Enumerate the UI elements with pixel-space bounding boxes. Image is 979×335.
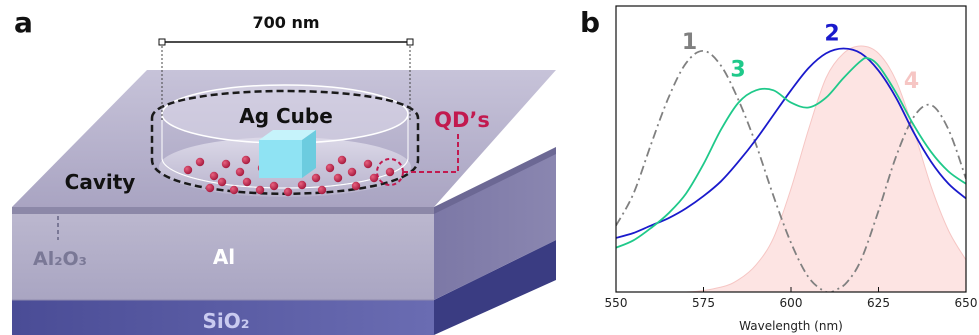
quantum-dot [369,173,379,183]
quantum-dot [195,157,205,167]
quantum-dot [311,173,321,183]
spectra-chart: 1 2 3 4 550 575 600 625 650 [605,5,978,310]
sio2-side [434,240,556,335]
al2o3-front [12,207,434,214]
quantum-dot [221,159,231,169]
quantum-dot [297,180,307,190]
quantum-dot [229,185,239,195]
scale-left-cap [158,38,166,46]
x-tick-label: 550 [605,296,628,310]
ag-cube-front [259,140,302,178]
scale-label: 700 nm [252,13,319,32]
quantum-dot [351,181,361,191]
quantum-dot [217,177,227,187]
qd-callout: QD’s [376,108,490,186]
panel-a: a SiO₂ Al Al₂O₃ [12,6,556,335]
ag-cube-side [302,130,316,178]
series-3-label: 3 [730,57,745,82]
quantum-dot [317,185,327,195]
al2o3-layer: Al₂O₃ [12,147,556,270]
series-4-area [616,45,966,292]
plot-area [616,45,966,292]
panel-b: b 1 2 3 4 550 575 600 625 650 Wavelength (nm) [580,5,978,333]
qds-label: QD’s [434,108,490,132]
x-tick-label: 600 [780,296,803,310]
quantum-dot [337,155,347,165]
series-2-label: 2 [824,21,839,46]
quantum-dot [269,181,279,191]
scale-bar: 700 nm [158,13,414,120]
series-3-line [616,56,966,249]
x-tick-label: 625 [867,296,890,310]
panel-a-letter: a [14,6,33,39]
quantum-dot [347,167,357,177]
quantum-dot [325,163,335,173]
sio2-label: SiO₂ [202,309,249,333]
panel-b-letter: b [580,6,600,39]
quantum-dot [209,171,219,181]
al2o3-label: Al₂O₃ [33,248,87,270]
series-4-label: 4 [904,69,919,94]
cavity-label: Cavity [65,170,136,194]
quantum-dot [205,183,215,193]
qd-callout-line [403,134,459,173]
x-tick-label: 650 [955,296,978,310]
al2o3-side [434,147,556,214]
series-1-line [616,49,966,292]
quantum-dot [363,159,373,169]
ag-cube: Ag Cube [239,104,333,178]
quantum-dot [255,185,265,195]
al-layer: Al [12,150,556,301]
quantum-dot [241,155,251,165]
quantum-dot [242,177,252,187]
series-1-label: 1 [682,30,697,55]
cavity-outline [150,89,420,195]
al-side [434,150,556,300]
cavity-wall-edge [161,114,409,189]
x-axis-title: Wavelength (nm) [739,319,843,333]
al-front [12,210,434,300]
ag-cube-top [259,130,316,140]
scale-right-cap [406,38,414,46]
quantum-dot [385,167,395,177]
al-label: Al [213,245,235,269]
quantum-dot [235,167,245,177]
x-tick-label: 575 [692,296,715,310]
sio2-front [12,300,434,335]
ag-cube-label: Ag Cube [239,104,333,128]
quantum-dot [183,165,193,175]
series-2-line [616,47,966,239]
quantum-dot [283,187,293,197]
quantum-dot [333,173,343,183]
sio2-layer: SiO₂ [12,240,556,335]
